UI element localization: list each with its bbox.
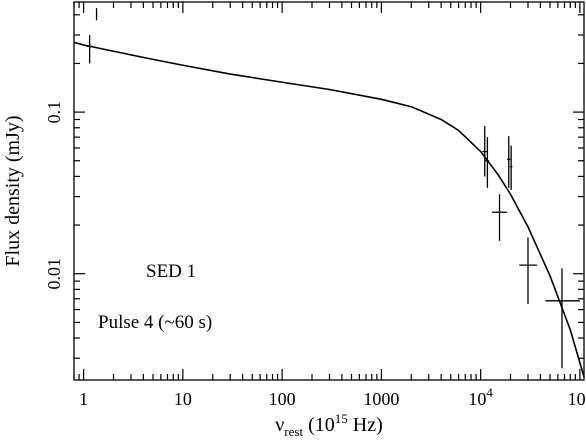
model-curve-group (73, 41, 585, 378)
data-points (86, 8, 580, 369)
x-tick-label: 1000 (363, 389, 399, 409)
x-tick-label: 104 (468, 385, 493, 409)
x-tick-label: 105 (568, 385, 586, 409)
x-tick-label-base: 10 (568, 389, 586, 409)
x-axis-label-main: ν (275, 414, 284, 436)
data-point (485, 137, 490, 188)
y-tick-labels: 0.01 0.1 (44, 101, 64, 290)
x-tick-label: 1 (79, 389, 88, 409)
y-tick-label: 0.01 (44, 258, 64, 290)
axis-ticks (73, 2, 584, 380)
x-axis-label-paren: (10 (303, 414, 335, 436)
data-point (491, 194, 508, 241)
x-tick-label-base: 10 (468, 389, 486, 409)
data-point (519, 237, 538, 304)
x-axis-label-sup: 15 (335, 411, 348, 426)
x-tick-labels: 1101001000104105 (79, 385, 586, 409)
x-tick-label: 10 (174, 389, 192, 409)
x-tick-label-exp: 4 (486, 385, 493, 400)
annotation-sed: SED 1 (146, 261, 196, 282)
data-point (509, 145, 513, 190)
data-point (545, 268, 580, 369)
x-tick-label: 100 (269, 389, 296, 409)
data-point (482, 126, 488, 177)
x-axis-label: νrest (1015 Hz) (275, 411, 382, 439)
y-axis-label: Flux density (mJy) (2, 115, 24, 266)
model-curve (73, 41, 585, 378)
annotation-pulse: Pulse 4 (~60 s) (98, 312, 212, 333)
x-axis-label-unit: Hz) (348, 414, 383, 436)
data-point (86, 34, 93, 64)
y-tick-label: 0.1 (44, 101, 64, 124)
data-point (507, 136, 511, 188)
x-axis-label-sub: rest (284, 424, 303, 439)
